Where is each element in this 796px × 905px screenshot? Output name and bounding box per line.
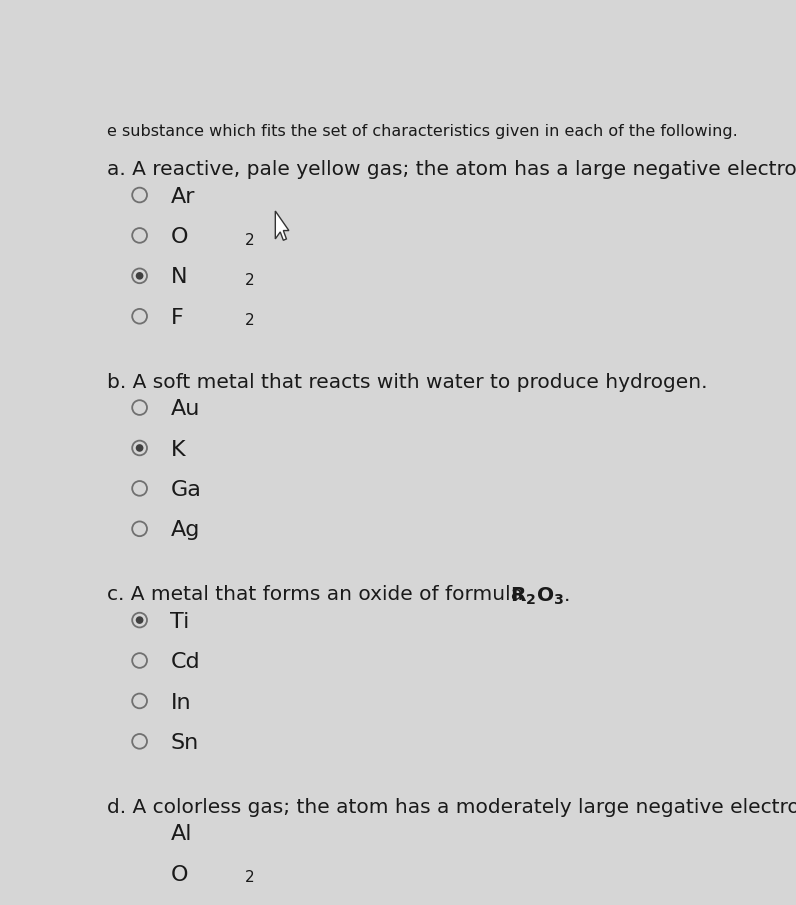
Text: 2: 2 [244, 313, 254, 329]
Text: a. A reactive, pale yellow gas; the atom has a large negative electron affinity.: a. A reactive, pale yellow gas; the atom… [107, 160, 796, 179]
Text: $\bf{R_2O_3}$.: $\bf{R_2O_3}$. [509, 586, 570, 606]
Text: F: F [170, 308, 183, 328]
Text: In: In [170, 692, 191, 712]
Ellipse shape [136, 444, 143, 452]
Text: Ag: Ag [170, 520, 200, 540]
Text: K: K [170, 440, 185, 460]
Text: 2: 2 [244, 273, 254, 288]
Text: Ar: Ar [170, 186, 195, 206]
Text: Al: Al [170, 824, 192, 844]
Text: d. A colorless gas; the atom has a moderately large negative electron affinity.: d. A colorless gas; the atom has a moder… [107, 798, 796, 817]
Text: 2: 2 [244, 871, 254, 885]
Text: c. A metal that forms an oxide of formula: c. A metal that forms an oxide of formul… [107, 586, 529, 605]
Ellipse shape [136, 869, 143, 877]
Text: Ga: Ga [170, 480, 201, 500]
Text: Ti: Ti [170, 612, 189, 632]
Ellipse shape [136, 616, 143, 624]
Polygon shape [275, 211, 289, 241]
Text: 2: 2 [244, 233, 254, 248]
Text: Sn: Sn [170, 733, 199, 753]
Text: e substance which fits the set of characteristics given in each of the following: e substance which fits the set of charac… [107, 124, 738, 139]
Text: N: N [170, 268, 187, 288]
Text: O: O [170, 227, 188, 247]
Text: Au: Au [170, 399, 200, 419]
Text: O: O [170, 864, 188, 885]
Ellipse shape [136, 272, 143, 280]
Text: b. A soft metal that reacts with water to produce hydrogen.: b. A soft metal that reacts with water t… [107, 373, 708, 392]
Text: Cd: Cd [170, 653, 200, 672]
